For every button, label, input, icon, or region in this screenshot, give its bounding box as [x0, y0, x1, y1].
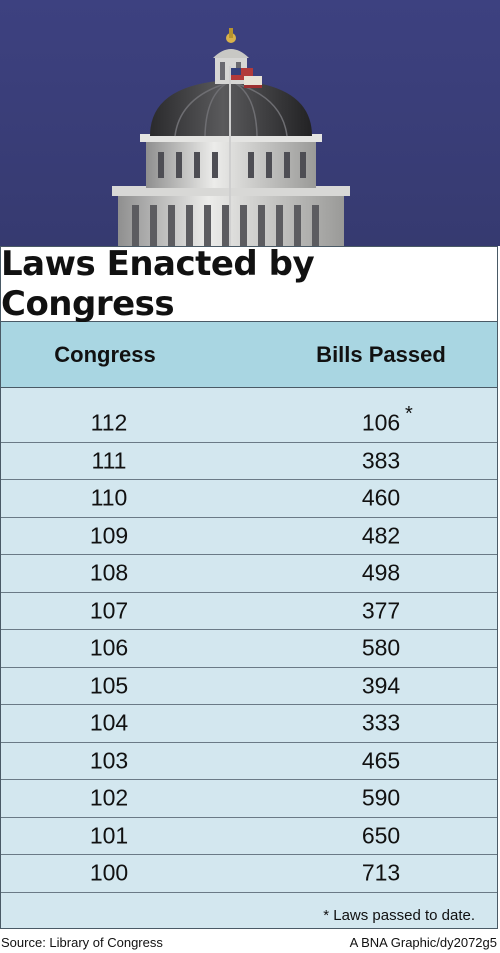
table-row: 104 333 [1, 705, 497, 743]
table-row: 112 106 * [1, 403, 497, 443]
table-row: 107 377 [1, 593, 497, 630]
congress-cell: 107 [89, 597, 129, 624]
congress-cell: 112 [90, 409, 128, 436]
bills-passed-cell: 580 [361, 634, 401, 661]
table-row: 105 394 [1, 668, 497, 705]
congress-cell: 110 [90, 484, 128, 511]
graphic-credit: A BNA Graphic/dy2072g5 [349, 935, 497, 950]
bills-passed-cell: 383 [361, 447, 401, 474]
congress-cell: 111 [91, 447, 127, 474]
bills-passed-cell: 333 [361, 709, 401, 736]
bills-passed-cell: 590 [361, 784, 401, 811]
congress-cell: 101 [89, 822, 129, 849]
column-header-bills-passed: Bills Passed [316, 341, 446, 367]
source-credit: Source: Library of Congress [1, 935, 163, 950]
bills-passed-cell: 650 [361, 822, 401, 849]
table-row: 100 713 [1, 855, 497, 893]
bills-passed-cell: 460 [361, 484, 401, 511]
footnote: * Laws passed to date. [323, 907, 475, 924]
congress-cell: 109 [89, 522, 129, 549]
bills-passed-cell: 465 [361, 747, 401, 774]
title-banner: Laws Enacted by Congress [0, 244, 498, 324]
table-row: 103 465 [1, 743, 497, 780]
table-row: 111 383 [1, 443, 497, 480]
table-body: 112 106 * 111 383 110 460 109 482 108 498 107 377 106… [1, 403, 497, 893]
capitol-dome-photo [0, 0, 500, 246]
chart-title: Laws Enacted by Congress [1, 244, 315, 324]
table-row: 101 650 [1, 818, 497, 855]
table-row: 102 590 [1, 780, 497, 818]
congress-cell: 102 [89, 784, 129, 811]
congress-cell: 104 [89, 709, 129, 736]
table-row: 108 498 [1, 555, 497, 593]
bills-passed-cell: 394 [361, 672, 401, 699]
bills-passed-cell: 498 [361, 559, 401, 586]
congress-cell: 105 [89, 672, 129, 699]
bills-passed-cell: 106 [361, 409, 401, 436]
data-table: Congress Bills Passed 112 106 * 111 383 110 46… [0, 322, 498, 929]
bills-passed-cell: 377 [361, 597, 401, 624]
congress-cell: 106 [89, 634, 129, 661]
congress-cell: 100 [89, 859, 129, 886]
bills-passed-cell: 482 [361, 522, 401, 549]
table-header: Congress Bills Passed [1, 322, 497, 388]
footnote-marker: * [405, 403, 413, 425]
table-row: 106 580 [1, 630, 497, 668]
bills-passed-cell: 713 [361, 859, 401, 886]
table-row: 110 460 [1, 480, 497, 518]
congress-cell: 108 [89, 559, 129, 586]
table-row: 109 482 [1, 518, 497, 555]
congress-cell: 103 [89, 747, 129, 774]
column-header-congress: Congress [54, 341, 156, 367]
